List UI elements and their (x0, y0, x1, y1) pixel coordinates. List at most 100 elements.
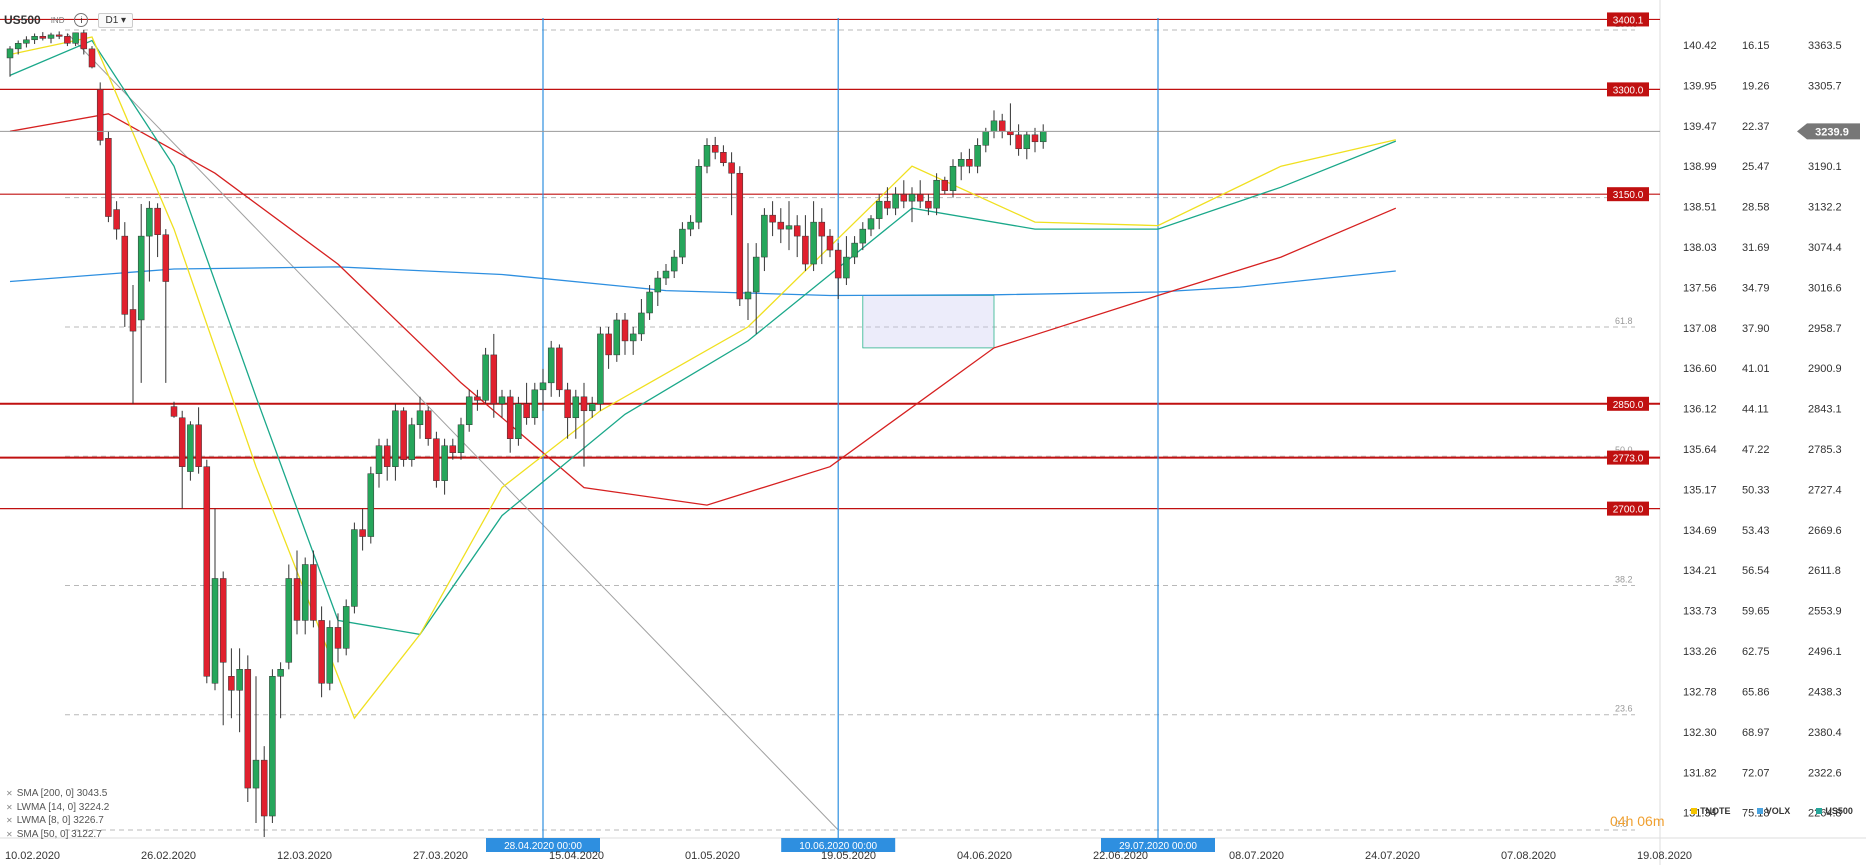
tnote-tick-label: 132.30 (1683, 727, 1717, 739)
candle (900, 180, 908, 209)
fib-level-label: 38.2 (1615, 574, 1633, 584)
indicator-label: LWMA [14, 0] 3224.2 (16, 801, 110, 813)
candle (834, 243, 842, 299)
candle-body (170, 406, 178, 417)
candle (884, 187, 891, 216)
tnote-tick-label: 133.26 (1683, 646, 1717, 658)
volx-tick-label: 16.15 (1742, 40, 1770, 52)
candle-body (80, 32, 88, 50)
candle (539, 368, 547, 411)
indicator-label: SMA [200, 0] 3043.5 (16, 788, 108, 799)
lwma14-line (9, 39, 1397, 636)
candle (408, 417, 416, 467)
indicator-item[interactable]: ✕ LWMA [14, 0] 3224.2 (6, 801, 109, 815)
candle-body (629, 333, 637, 342)
candle-body (851, 242, 858, 258)
candle-body (162, 234, 170, 282)
candle-body (367, 473, 375, 537)
symbol-tab-tnote[interactable]: TNOTE (1691, 806, 1731, 816)
symbol-name[interactable]: US500 (4, 13, 41, 27)
candle (966, 148, 973, 174)
candle (162, 229, 170, 383)
candle-body (506, 396, 514, 439)
last-price-label: 3239.9 (1815, 126, 1849, 138)
candle (301, 557, 309, 635)
symbol-tab-us500[interactable]: US500 (1816, 806, 1853, 816)
indicator-item[interactable]: ✕ SMA [50, 0] 3122.7 (6, 828, 109, 842)
candle-body (416, 410, 424, 426)
indicator-item[interactable]: ✕ LWMA [8, 0] 3226.7 (6, 814, 109, 828)
close-icon[interactable]: ✕ (6, 816, 13, 825)
candle-body (670, 256, 678, 272)
tnote-tick-label: 138.03 (1683, 242, 1717, 254)
level-label: 2773.0 (1613, 454, 1644, 465)
candle-body (703, 145, 711, 167)
candle-body (14, 43, 22, 50)
price-tick-label: 3016.6 (1808, 282, 1842, 294)
indicator-item[interactable]: ✕ SMA [200, 0] 3043.5 (6, 787, 109, 801)
candle (810, 201, 817, 272)
candle (818, 208, 826, 265)
info-icon[interactable]: i (74, 13, 89, 27)
candle (949, 159, 957, 198)
candle-body (802, 235, 809, 265)
candle (113, 201, 120, 240)
candle-body (269, 676, 276, 817)
candle-body (1039, 131, 1047, 143)
candle (588, 396, 596, 418)
close-icon[interactable]: ✕ (6, 802, 13, 812)
candle (154, 203, 161, 258)
candle-body (465, 396, 473, 426)
tnote-tick-label: 139.95 (1683, 80, 1717, 92)
candle-body (859, 228, 867, 244)
candle-body (547, 347, 555, 384)
candle-body (998, 120, 1006, 132)
candle (269, 669, 276, 824)
candle (777, 208, 785, 244)
color-swatch (1691, 808, 1698, 814)
price-tick-label: 2380.4 (1808, 727, 1842, 739)
candle-body (531, 389, 539, 419)
level-tag (1607, 396, 1649, 411)
candle (64, 33, 71, 47)
candle-body (490, 354, 498, 405)
symbol-tab-volx[interactable]: VOLX (1756, 806, 1790, 816)
candle (318, 606, 325, 698)
volx-tick-label: 37.90 (1742, 323, 1770, 335)
candle-body (687, 221, 694, 230)
lwma8-line (9, 36, 1396, 720)
close-icon[interactable]: ✕ (6, 829, 13, 839)
candle (752, 243, 760, 334)
candle-body (252, 759, 260, 789)
price-tick-label: 2669.6 (1808, 525, 1842, 537)
tnote-tick-label: 139.47 (1683, 121, 1717, 133)
price-tick-label: 2553.9 (1808, 606, 1842, 618)
close-icon[interactable]: ✕ (6, 789, 13, 798)
candle (326, 620, 334, 691)
last-price-tag (1797, 123, 1860, 140)
price-tick-label: 3132.2 (1808, 202, 1842, 214)
candle (662, 264, 670, 286)
candle-body (580, 396, 588, 412)
candle-body (925, 200, 932, 209)
candle (424, 406, 432, 446)
vertical-marker-label: 10.06.2020 00:00 (799, 841, 877, 852)
candle-body (654, 277, 662, 293)
timeframe-selector[interactable]: D1 ▾ (98, 12, 134, 28)
price-tick-label: 2785.3 (1808, 444, 1842, 456)
candle (629, 326, 637, 355)
candle-body (334, 627, 342, 649)
volx-tick-label: 44.11 (1742, 404, 1769, 416)
candle-body (867, 218, 875, 230)
volx-tick-label: 19.26 (1742, 80, 1770, 92)
candle (260, 746, 268, 837)
candle (187, 421, 194, 481)
tnote-tick-label: 138.51 (1683, 202, 1717, 214)
fib-level-label: 50.0 (1615, 445, 1633, 455)
candle (55, 31, 63, 40)
candle-body (6, 48, 14, 59)
candle (490, 333, 498, 418)
level-tag (1607, 501, 1649, 516)
level-label: 3400.1 (1613, 15, 1644, 26)
